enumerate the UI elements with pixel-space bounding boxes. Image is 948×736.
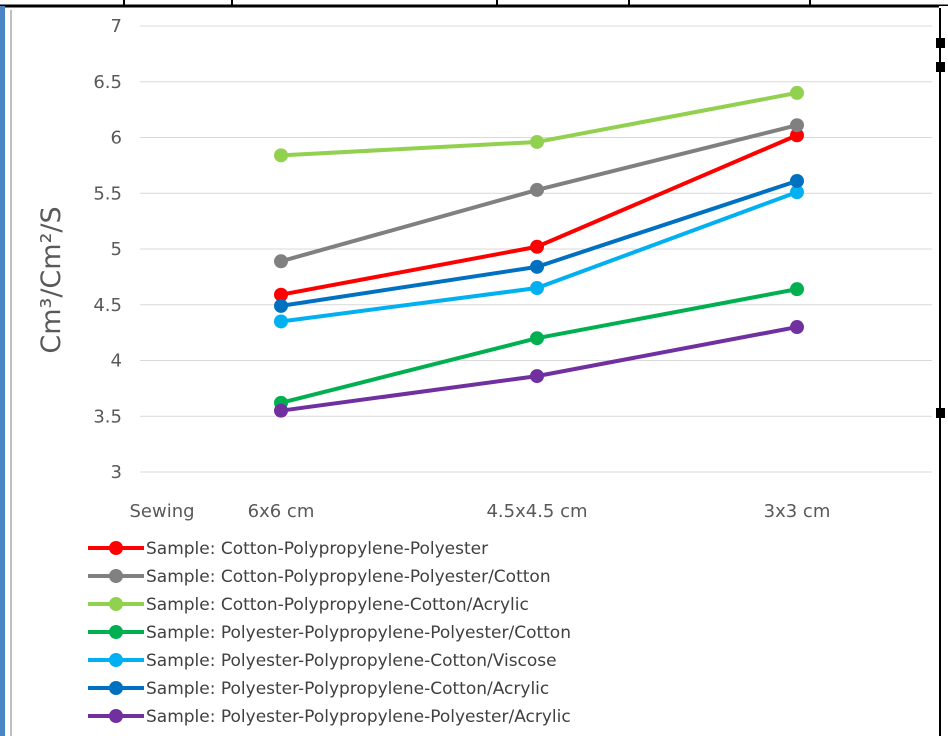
data-point [790, 282, 804, 297]
data-point [274, 148, 288, 163]
legend-item: Sample: Polyester-Polypropylene-Cotton/A… [88, 679, 549, 699]
legend-item: Sample: Polyester-Polypropylene-Polyeste… [88, 623, 571, 643]
series-line [280, 287, 798, 405]
gridlines [140, 25, 932, 473]
data-point [530, 134, 544, 149]
data-point [274, 254, 288, 269]
x-tick-label: Sewing [129, 501, 194, 522]
data-point [790, 185, 804, 200]
legend-swatch-marker [109, 625, 123, 639]
data-point [530, 369, 544, 384]
legend-label: Sample: Cotton-Polypropylene-Polyester [146, 539, 488, 559]
x-tick-label: 3x3 cm [764, 501, 831, 522]
legend-swatch-marker [109, 653, 123, 667]
data-point [790, 85, 804, 100]
legend-label: Sample: Cotton-Polypropylene-Cotton/Acry… [146, 595, 529, 615]
y-tick-label: 6 [111, 128, 122, 149]
table-handle [936, 408, 945, 418]
legend-item: Sample: Cotton-Polypropylene-Polyester [88, 539, 488, 559]
y-tick-label: 6.5 [93, 72, 122, 93]
y-tick-label: 4.5 [93, 295, 122, 316]
left-frame-border [0, 6, 5, 736]
data-point [530, 259, 544, 274]
legend-item: Sample: Polyester-Polypropylene-Polyeste… [88, 707, 571, 727]
series-5 [274, 173, 804, 313]
legend: Sample: Cotton-Polypropylene-Polyester Sa… [88, 539, 571, 727]
legend-swatch-marker [109, 681, 123, 695]
data-point [530, 182, 544, 197]
series-4 [274, 185, 804, 329]
data-point [790, 173, 804, 188]
x-tick-label: 6x6 cm [248, 501, 315, 522]
legend-item: Sample: Cotton-Polypropylene-Cotton/Acry… [88, 595, 529, 615]
y-tick-label: 3 [111, 462, 122, 483]
y-tick-label: 5.5 [93, 183, 122, 204]
data-point [274, 314, 288, 329]
data-point [530, 281, 544, 296]
legend-label: Sample: Polyester-Polypropylene-Cotton/V… [146, 651, 557, 671]
series-2 [274, 85, 804, 163]
y-axis-label: Cm³/Cm²/S [36, 206, 67, 353]
top-border-strip [0, 0, 948, 6]
y-tick-label: 5 [111, 239, 122, 260]
y-tick-label: 7 [111, 16, 122, 37]
table-handle [936, 38, 945, 48]
legend-swatch-marker [109, 569, 123, 583]
right-frame [939, 6, 948, 736]
legend-swatch-marker [109, 541, 123, 555]
data-point [274, 298, 288, 313]
x-tick-labels: Sewing 6x6 cm 4.5x4.5 cm 3x3 cm [129, 501, 830, 522]
data-point [274, 287, 288, 302]
series-1 [274, 118, 804, 269]
table-handle [936, 62, 945, 72]
y-tick-label: 4 [111, 351, 122, 372]
data-point [274, 403, 288, 418]
y-tick-label: 3.5 [93, 406, 122, 427]
data-point [530, 331, 544, 346]
legend-swatch-marker [109, 597, 123, 611]
data-point [790, 320, 804, 335]
series-lines [274, 85, 804, 418]
series-0 [274, 128, 804, 302]
legend-item: Sample: Cotton-Polypropylene-Polyester/C… [88, 567, 551, 587]
legend-label: Sample: Cotton-Polypropylene-Polyester/C… [146, 567, 551, 587]
legend-label: Sample: Polyester-Polypropylene-Cotton/A… [146, 679, 549, 699]
legend-label: Sample: Polyester-Polypropylene-Polyeste… [146, 623, 571, 643]
legend-label: Sample: Polyester-Polypropylene-Polyeste… [146, 707, 571, 727]
legend-swatch-marker [109, 709, 123, 723]
series-3 [274, 282, 804, 410]
legend-item: Sample: Polyester-Polypropylene-Cotton/V… [88, 651, 557, 671]
x-tick-label: 4.5x4.5 cm [486, 501, 587, 522]
data-point [790, 118, 804, 133]
series-6 [274, 320, 804, 418]
data-point [530, 239, 544, 254]
data-point [790, 128, 804, 143]
y-tick-labels: 3 3.5 4 4.5 5 5.5 6 6.5 7 [93, 16, 122, 483]
